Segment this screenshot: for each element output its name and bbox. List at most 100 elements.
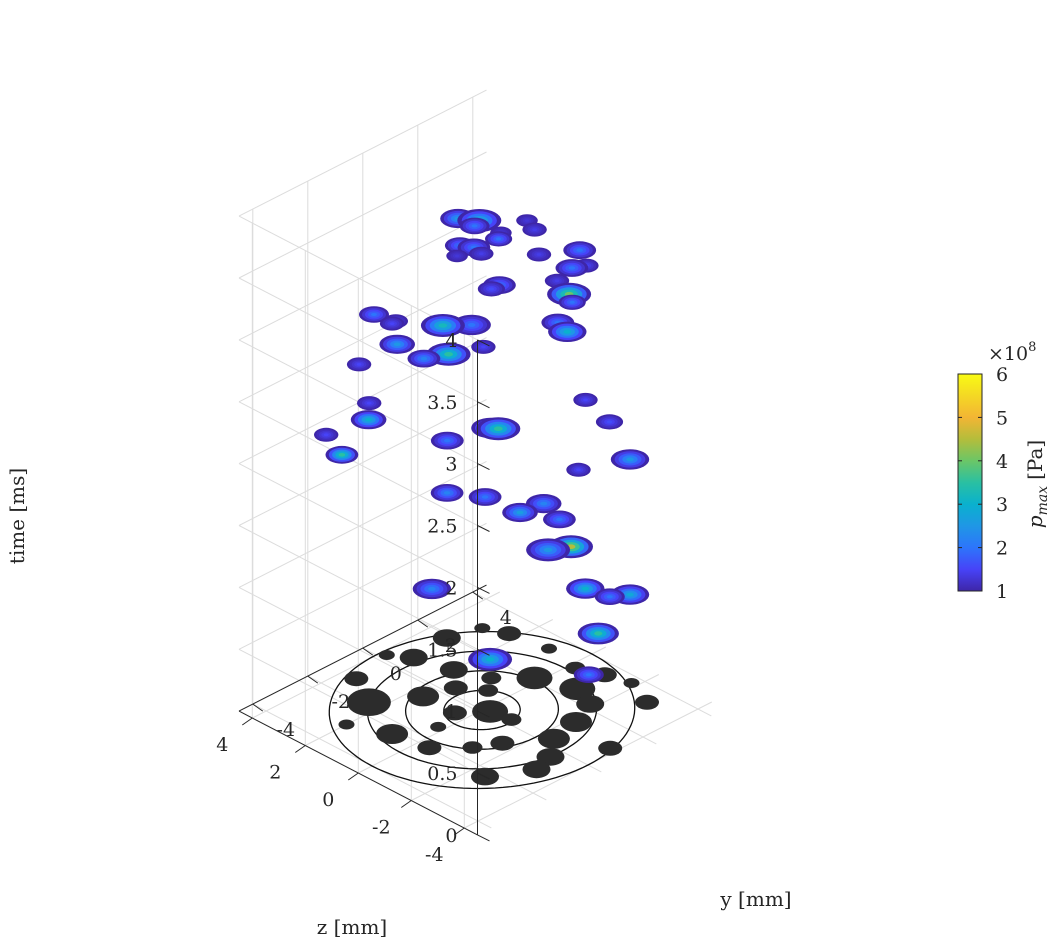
pressure-event-level [554, 279, 560, 283]
floor-ring [366, 650, 598, 770]
impact-footprint [432, 629, 461, 647]
pressure-event-level [563, 329, 572, 334]
time-tick [477, 339, 490, 347]
pressure-event-level [585, 673, 592, 677]
pressure-event [350, 410, 387, 430]
pressure-event [526, 247, 552, 262]
pressure-event-level [524, 219, 530, 222]
pressure-event [471, 339, 496, 354]
impact-footprint [598, 740, 623, 756]
pressure-event [563, 241, 597, 260]
y-axis-label: y [mm] [719, 887, 791, 911]
pressure-event [566, 462, 591, 477]
time-tick [477, 834, 490, 842]
pressure-event-level [606, 595, 613, 599]
pressure-event [379, 334, 416, 354]
impact-footprint [407, 686, 440, 707]
pressure-event-level [338, 453, 346, 457]
impact-footprint [378, 650, 395, 660]
pressure-event [468, 488, 502, 506]
z-tick-label: 4 [216, 734, 228, 756]
impact-footprint [399, 648, 428, 667]
time-tick-label: 1.5 [427, 639, 457, 661]
pressure-event-level [467, 322, 476, 327]
pressure-event [558, 294, 586, 310]
pressure-event-level [606, 420, 613, 424]
y-tick-label: 2 [445, 635, 457, 657]
pressure-event [430, 431, 464, 450]
pressure-event-level [393, 342, 401, 347]
pressure-event-level [626, 457, 634, 462]
y-tick-label: 0 [390, 663, 402, 685]
impact-footprint [537, 728, 570, 749]
impact-footprint [376, 724, 409, 744]
time-tick [477, 586, 490, 594]
impact-footprint [623, 678, 640, 688]
pressure-event-level [495, 237, 502, 241]
colorbar-label: pmax [Pa] [1023, 440, 1051, 528]
pressure-event [346, 357, 372, 372]
floor-ring [404, 670, 560, 750]
colorbar: 1 2 3 4 5 6 ×108 pmax [Pa] [957, 340, 1051, 603]
impact-footprint [501, 713, 522, 726]
colorbar-tick-label: 2 [996, 538, 1008, 560]
time-tick-label: 0.5 [427, 763, 457, 785]
impact-footprint [516, 666, 553, 690]
pressure-event [357, 396, 382, 411]
colorbar-tick-label: 1 [996, 581, 1008, 603]
z-tick [242, 717, 253, 726]
pressure-event-level [428, 586, 436, 591]
z-tick-label: -4 [425, 844, 444, 866]
floor-ring [328, 630, 636, 790]
pressure-event-level [532, 228, 537, 232]
pressure-event-level [540, 501, 548, 506]
y-axis-line [238, 584, 487, 712]
time-tick-label: 0 [445, 825, 457, 847]
z-tick-label: 2 [269, 762, 281, 784]
y-tick [472, 591, 484, 600]
z-tick [454, 827, 465, 836]
z-tick [295, 745, 306, 753]
impact-footprint [490, 735, 515, 751]
x-axis-label: z [mm] [317, 915, 387, 939]
pressure-event [548, 321, 587, 342]
pressure-event [485, 231, 513, 247]
impact-footprint [497, 626, 522, 642]
pressure-event-level [493, 426, 503, 432]
colorbar-tick-label: 6 [996, 364, 1008, 386]
impact-footprint [559, 677, 596, 701]
time-tick [477, 525, 490, 532]
impact-footprint [417, 740, 442, 756]
pressure-event [379, 316, 405, 331]
pressure-event-level [583, 398, 588, 402]
pressure-event-level [481, 345, 486, 349]
pressure-event [407, 349, 441, 368]
pressure-event [359, 306, 389, 323]
pressure-event [594, 588, 625, 605]
impact-footprint [472, 700, 509, 723]
time-tick-label: 4 [445, 330, 457, 352]
pressure-event [555, 259, 589, 277]
time-tick [477, 463, 490, 471]
pressure-event [430, 484, 464, 502]
pressure-event-level [371, 312, 377, 317]
impact-footprint [560, 712, 592, 732]
colorbar-ticks: 1 2 3 4 5 6 [958, 364, 1008, 603]
pressure-event [325, 445, 359, 464]
pressure-event-level [556, 517, 563, 522]
time-tick-label: 3 [445, 454, 457, 476]
impact-footprint [344, 671, 369, 687]
pressure-event [459, 217, 490, 235]
impact-footprint [481, 671, 502, 685]
y-tick-label: -2 [332, 691, 351, 713]
pressure-event [468, 647, 513, 671]
y-tick-label: -4 [277, 719, 296, 741]
pressure-event-level [389, 322, 395, 325]
pressure-event-level [488, 287, 495, 291]
pressure-event [595, 414, 624, 430]
pressure-event-level [478, 252, 484, 256]
pressure-event-level [568, 266, 576, 270]
y-tick [417, 619, 429, 628]
pressure-event [566, 578, 605, 599]
